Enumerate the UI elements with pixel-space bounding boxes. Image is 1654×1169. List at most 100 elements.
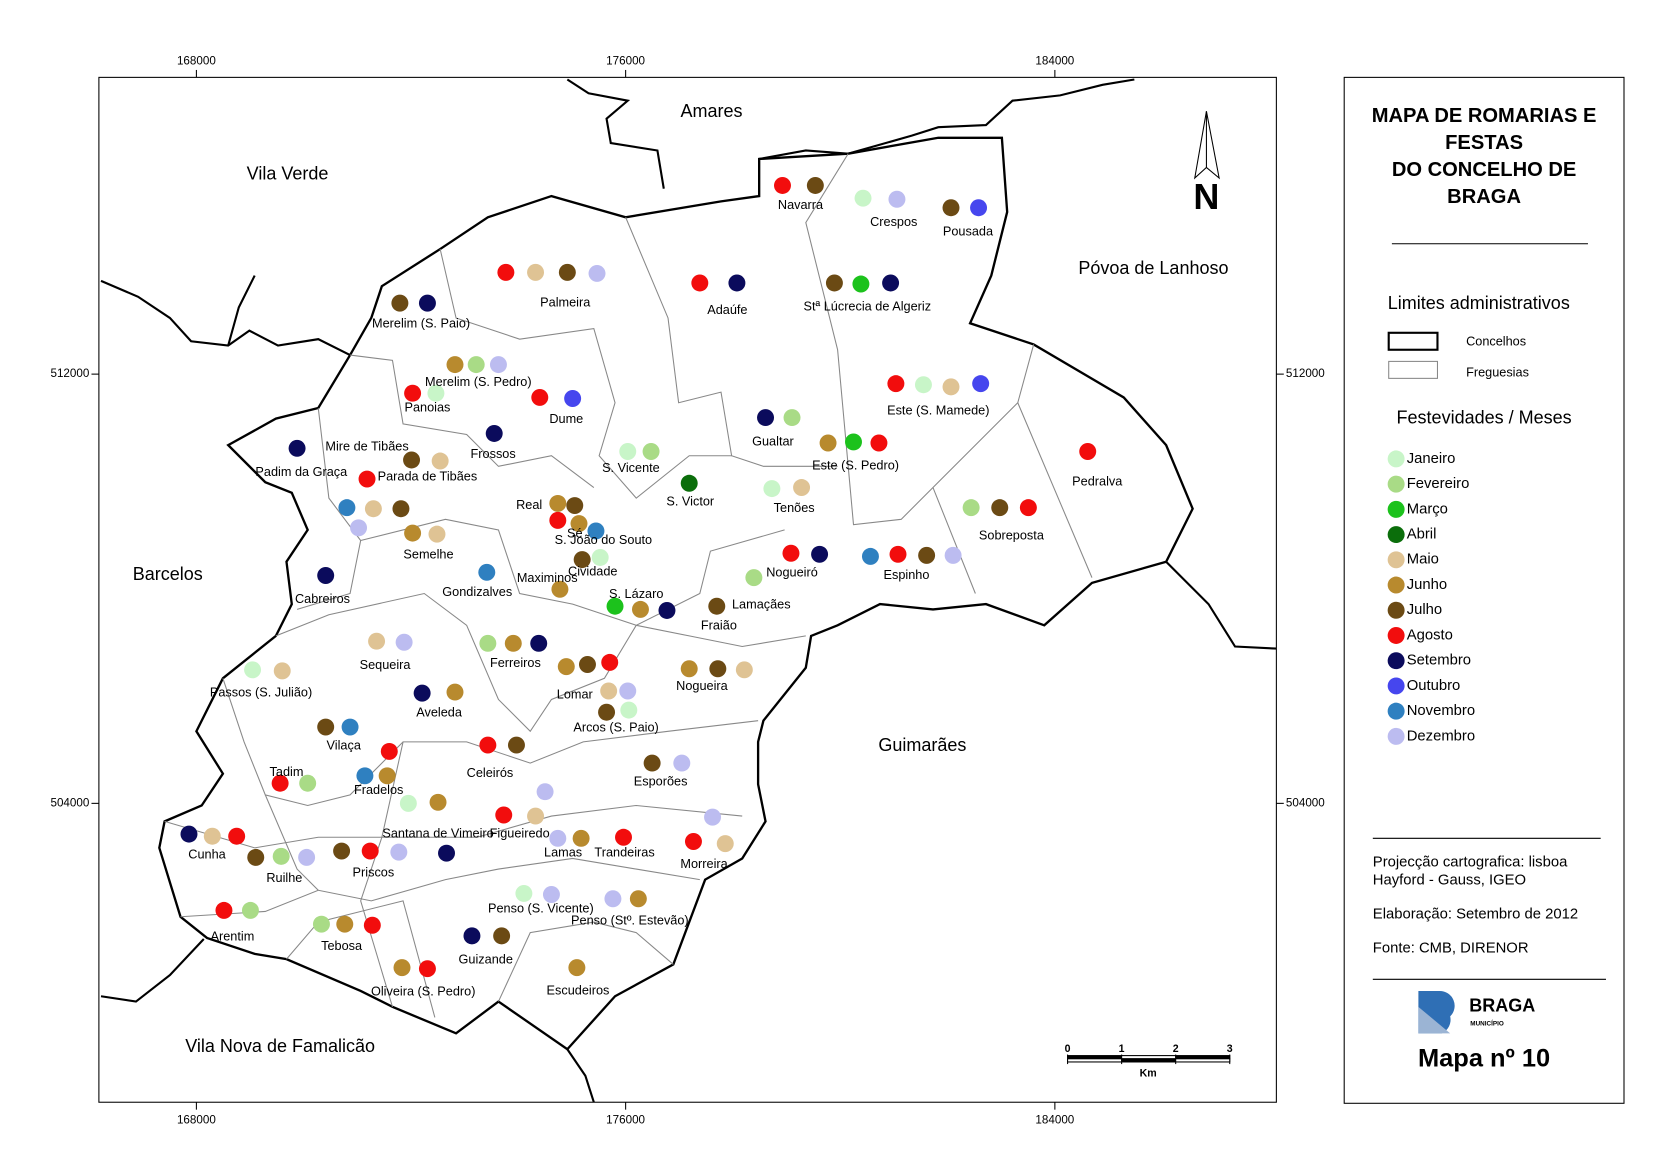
festival-dot	[735, 661, 753, 679]
parish-label: Sé	[567, 526, 583, 541]
festival-dot	[536, 783, 554, 801]
festival-dot	[709, 660, 727, 678]
boundaries	[100, 78, 1277, 1103]
concelho-swatch	[1387, 331, 1439, 351]
festival-dot	[431, 452, 449, 470]
festival-dot	[515, 884, 533, 902]
festival-dot	[601, 653, 619, 671]
festival-dot	[418, 294, 436, 312]
legend-swatch	[1387, 702, 1405, 720]
festival-dot	[413, 684, 431, 702]
parish-label: Morreira	[680, 856, 728, 871]
parish-label: Gondizalves	[442, 584, 512, 599]
map-frame	[98, 76, 1277, 1103]
festival-dot	[728, 274, 746, 292]
festival-dot	[467, 356, 485, 374]
parish-label: Lomar	[557, 687, 594, 702]
legend-item: Fevereiro	[1407, 476, 1470, 492]
parish-label: Parada de Tibães	[378, 468, 478, 483]
festival-dot	[333, 842, 351, 860]
festival-dot	[446, 683, 464, 701]
parish-label: Guizande	[459, 952, 513, 967]
scale-label: 3	[1227, 1043, 1233, 1055]
parish-label: Sobreposta	[979, 528, 1045, 543]
parish-label: Arentim	[211, 928, 255, 943]
legend-swatch	[1387, 727, 1405, 745]
festival-dot	[531, 388, 549, 406]
parish-label: Escudeiros	[547, 982, 610, 997]
parish-label: Ruilhe	[266, 870, 302, 885]
festival-dot	[889, 545, 907, 563]
y-coord-label: 504000	[1286, 796, 1325, 809]
festival-dot	[680, 660, 698, 678]
festival-dot	[390, 843, 408, 861]
map-number: Mapa nº 10	[1418, 1045, 1550, 1073]
festival-dot	[970, 199, 988, 217]
parish-label: Esporões	[634, 774, 688, 789]
neighbor-label: Guimarães	[878, 735, 966, 755]
scale-label: 1	[1119, 1043, 1125, 1055]
festival-dot	[704, 808, 722, 826]
festival-dot	[825, 274, 843, 292]
freguesia-swatch	[1388, 360, 1438, 379]
festival-dot	[271, 774, 289, 792]
parish-label: Celeirós	[467, 765, 514, 780]
parish-label: Adaúfe	[707, 302, 747, 317]
festival-dot	[620, 701, 638, 719]
x-coord-label: 176000	[606, 55, 645, 68]
legend-title: BRAGA	[1447, 186, 1521, 208]
festival-dot	[643, 754, 661, 772]
legend-title: MAPA DE ROMARIAS E	[1372, 105, 1597, 127]
parish-label: S. Victor	[666, 494, 715, 509]
festival-dot	[504, 634, 522, 652]
festival-dot	[680, 474, 698, 492]
parish-label: S. João do Souto	[555, 532, 652, 547]
legend-swatch	[1387, 500, 1405, 518]
parish-label: Sequeira	[360, 657, 412, 672]
festival-dot	[631, 600, 649, 618]
festival-dot	[572, 829, 590, 847]
legend-item: Dezembro	[1407, 728, 1475, 744]
parish-label: S. Vicente	[602, 460, 660, 475]
festival-dot	[542, 886, 560, 903]
festival-dot	[1019, 499, 1037, 517]
festival-dot	[870, 434, 888, 452]
legend-swatch	[1387, 576, 1405, 594]
festival-dot	[549, 511, 567, 529]
festival-dot	[549, 829, 567, 847]
parish-label: Lamaçães	[732, 597, 791, 612]
festival-dot	[418, 960, 436, 978]
festival-dot	[299, 774, 317, 792]
festival-dot	[428, 525, 446, 543]
parish-label: Fraião	[701, 618, 737, 633]
festival-dot	[918, 546, 936, 564]
festival-dot	[673, 754, 691, 772]
legend-swatch	[1387, 551, 1405, 569]
parish-label: Este (S. Mamede)	[887, 403, 989, 418]
y-coord-label: 512000	[1286, 367, 1325, 380]
festival-dot	[573, 551, 591, 569]
festival-dot	[530, 634, 548, 652]
legend-swatch	[1387, 450, 1405, 468]
legend-section: Festevidades / Meses	[1397, 407, 1572, 427]
legend-item: Agosto	[1407, 627, 1453, 643]
legend-item: Abril	[1407, 527, 1437, 543]
parish-label: Palmeira	[540, 294, 591, 309]
scale-label: 0	[1065, 1043, 1071, 1055]
festival-dot	[568, 959, 586, 977]
festival-dot	[819, 434, 837, 452]
festival-dot	[244, 661, 262, 679]
festival-dot	[882, 274, 900, 292]
north-label: N	[1193, 176, 1219, 217]
parish-label: Ferreiros	[490, 655, 541, 670]
festival-dot	[378, 767, 396, 785]
festival-dot	[403, 451, 421, 469]
parish-label: Figueiredo	[490, 825, 550, 840]
parish-label: Passos (S. Julião)	[210, 684, 312, 699]
festival-dot	[604, 890, 622, 908]
parish-label: Trandeiras	[594, 845, 654, 860]
festival-dot	[852, 275, 870, 293]
logo	[1418, 990, 1455, 1034]
festival-dot	[272, 847, 290, 865]
